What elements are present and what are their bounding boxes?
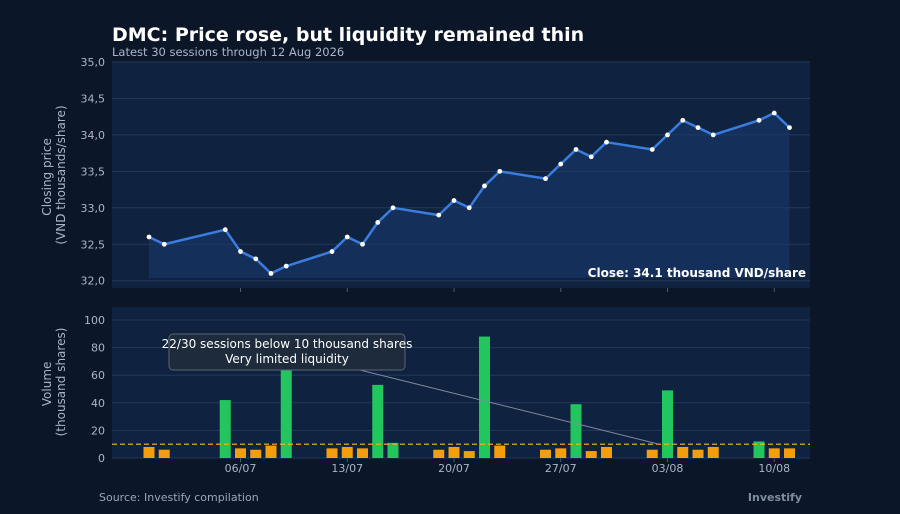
price-point	[268, 271, 274, 276]
price-point	[329, 249, 335, 254]
price-ytick-label: 32,5	[81, 238, 106, 251]
volume-ytick-label: 20	[91, 424, 105, 437]
source-note: Source: Investify compilation	[99, 491, 259, 504]
price-area-fill	[149, 113, 790, 278]
x-tick-label: 10/08	[758, 462, 790, 475]
price-point	[573, 147, 579, 152]
volume-axis-title-line2: (thousand shares)	[54, 328, 68, 437]
volume-bar	[387, 442, 399, 458]
price-point	[695, 125, 701, 131]
price-ytick-label: 35,0	[81, 56, 106, 69]
brand-logo-text: Investify	[747, 491, 802, 504]
price-point	[787, 125, 792, 131]
price-point	[360, 241, 365, 247]
volume-bar	[433, 449, 445, 458]
price-point	[497, 168, 503, 174]
volume-bar	[768, 448, 780, 458]
volume-bar	[479, 336, 490, 458]
price-point	[436, 212, 442, 218]
price-point	[482, 183, 487, 189]
volume-bar	[585, 451, 597, 458]
volume-bar	[280, 368, 292, 458]
volume-bar	[692, 449, 704, 458]
price-line	[148, 111, 791, 275]
annotation-line2: Very limited liquidity	[225, 352, 349, 366]
price-point	[756, 117, 762, 123]
x-tick-label: 03/08	[652, 462, 684, 475]
volume-bar	[158, 449, 170, 458]
volume-bar	[357, 448, 368, 458]
volume-bar	[143, 446, 155, 458]
price-ytick-label: 32,0	[81, 275, 106, 288]
price-point	[771, 110, 777, 116]
volume-ytick-label: 100	[84, 314, 105, 327]
volume-bar	[372, 384, 384, 458]
x-tick-label: 20/07	[438, 462, 470, 475]
annotation-arrow	[359, 369, 659, 445]
volume-bar	[326, 448, 338, 458]
volume-bar	[463, 451, 475, 458]
volume-bar	[601, 446, 612, 458]
volume-bar	[250, 449, 262, 458]
volume-axis-title-line1: Volume	[40, 362, 54, 407]
volume-bar	[646, 449, 658, 458]
price-point	[222, 227, 228, 233]
chart-subtitle: Latest 30 sessions through 12 Aug 2026	[112, 45, 345, 59]
price-ytick-label: 34,5	[81, 92, 106, 105]
price-point	[283, 263, 289, 269]
x-tick-label: 13/07	[331, 462, 363, 475]
volume-bar	[784, 448, 795, 458]
volume-bar	[265, 445, 277, 458]
volume-bar	[707, 446, 719, 458]
price-point	[253, 256, 259, 262]
price-point	[238, 249, 243, 254]
volume-bar	[677, 446, 689, 458]
price-ytick-label: 33,0	[81, 202, 106, 215]
price-point	[665, 132, 670, 138]
price-point	[649, 147, 655, 152]
volume-bar	[448, 446, 460, 458]
volume-ytick-label: 40	[91, 397, 105, 410]
price-ytick-label: 33,5	[81, 165, 106, 178]
price-point	[680, 117, 686, 123]
volume-ytick-label: 80	[91, 342, 105, 355]
price-point	[146, 234, 152, 240]
price-point	[604, 139, 609, 145]
price-point	[344, 234, 350, 240]
price-point	[375, 219, 381, 225]
annotation-box	[168, 333, 406, 371]
price-point	[466, 205, 472, 211]
volume-bar	[341, 446, 353, 458]
volume-bar	[540, 449, 551, 458]
price-point	[543, 176, 548, 182]
price-point	[588, 154, 594, 160]
volume-bar	[555, 448, 567, 458]
x-tick-label: 06/07	[225, 462, 257, 475]
price-ytick-label: 34,0	[81, 129, 106, 142]
close-price-label: Close: 34.1 thousand VND/share	[588, 266, 806, 280]
price-point	[710, 132, 716, 138]
price-axis-title-line2: (VND thousands/share)	[54, 105, 68, 244]
price-point	[390, 205, 396, 211]
volume-ytick-label: 60	[91, 369, 105, 382]
price-point	[451, 198, 457, 203]
volume-bar	[235, 448, 246, 458]
volume-bar	[570, 404, 582, 458]
price-axis-title-line1: Closing price	[40, 138, 54, 216]
price-point	[558, 161, 564, 167]
volume-bar	[219, 400, 231, 458]
volume-bar	[662, 390, 673, 458]
chart-title: DMC: Price rose, but liquidity remained …	[112, 24, 585, 46]
x-tick-label: 27/07	[545, 462, 577, 475]
price-axis-title: Closing price (VND thousands/share)	[40, 105, 68, 244]
volume-axis-title: Volume (thousand shares)	[40, 328, 68, 437]
annotation-line1: 22/30 sessions below 10 thousand shares	[162, 337, 413, 351]
volume-bar	[753, 441, 765, 458]
volume-panel	[112, 307, 810, 458]
volume-bar	[494, 445, 506, 458]
volume-ytick-label: 0	[98, 452, 105, 465]
price-point	[161, 241, 167, 247]
